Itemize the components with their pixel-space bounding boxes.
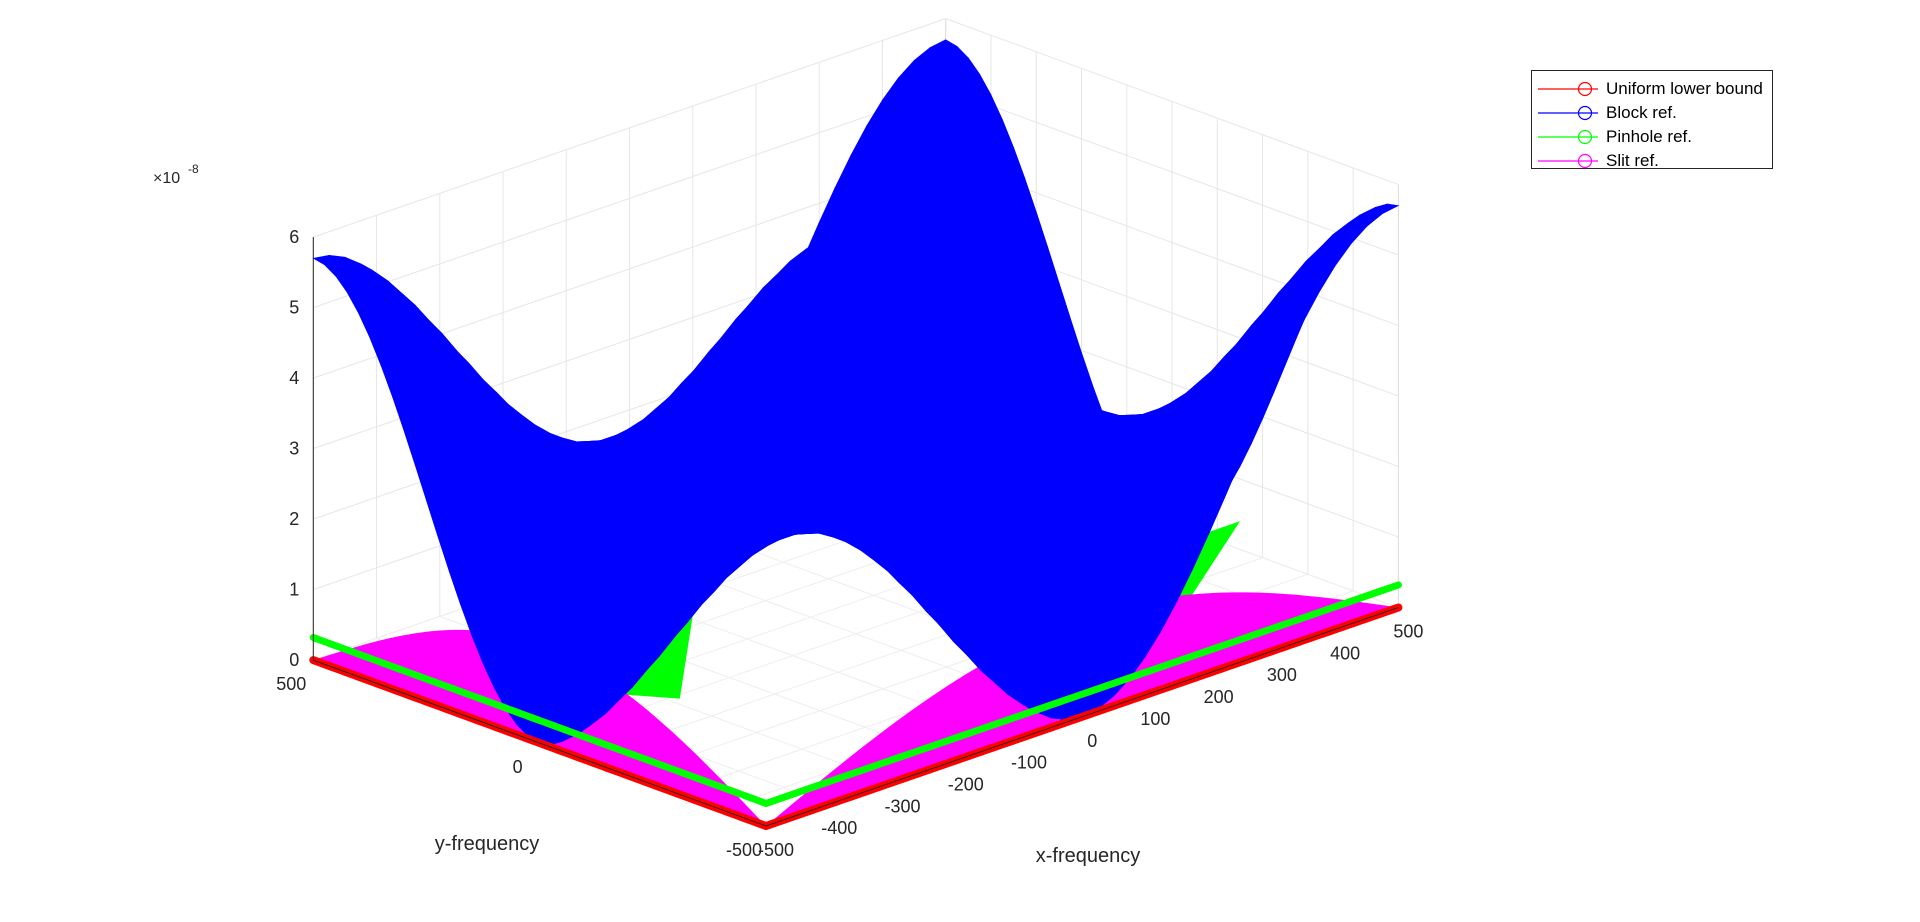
x-tick-label: 0 — [1087, 731, 1097, 751]
y-axis-line — [313, 659, 767, 827]
chart-axes — [312, 237, 1399, 827]
block-surface-cell — [929, 39, 958, 55]
y-tick-label: 0 — [513, 757, 523, 777]
z-exponent-base: ×10 — [153, 170, 180, 187]
legend-label-slit: Slit ref. — [1606, 151, 1659, 170]
y-tick-label: -500 — [726, 840, 762, 860]
legend-item-slit: Slit ref. — [1532, 149, 1772, 173]
legend-label-pinhole: Pinhole ref. — [1606, 127, 1692, 146]
pinhole-edge-x — [762, 581, 1402, 807]
z-exponent-power: -8 — [188, 162, 199, 176]
legend-swatch-uniform — [1538, 81, 1598, 97]
chart-tick-labels: -500-400-300-200-1000100200300400500-500… — [276, 227, 1423, 860]
pinhole-edge-y — [309, 634, 770, 807]
y-axis-label: y-frequency — [435, 833, 540, 855]
x-tick-label: 300 — [1267, 665, 1297, 685]
z-tick-label: 6 — [289, 227, 299, 247]
x-tick-label: 400 — [1330, 643, 1360, 663]
x-tick-label: 500 — [1393, 622, 1423, 642]
x-axis-line — [765, 607, 1399, 827]
z-tick-label: 5 — [289, 298, 299, 318]
chart-series-surfaces — [309, 39, 1403, 830]
x-tick-label: -100 — [1011, 753, 1047, 773]
legend-item-pinhole: Pinhole ref. — [1532, 125, 1772, 149]
x-tick-label: 200 — [1204, 687, 1234, 707]
legend-swatch-block — [1538, 105, 1598, 121]
z-tick-label: 0 — [289, 650, 299, 670]
block-surface — [312, 39, 1400, 746]
z-tick-label: 1 — [289, 580, 299, 600]
z-exponent-label: ×10 -8 — [153, 162, 199, 187]
legend-item-block: Block ref. — [1532, 101, 1772, 125]
legend-label-uniform: Uniform lower bound — [1606, 79, 1763, 98]
z-tick-label: 3 — [289, 439, 299, 459]
x-axis-label: x-frequency — [1036, 845, 1141, 867]
z-tick-label: 4 — [289, 368, 299, 388]
x-tick-label: -400 — [821, 818, 857, 838]
x-tick-label: -500 — [758, 840, 794, 860]
legend-label-block: Block ref. — [1606, 103, 1677, 122]
x-tick-label: 100 — [1140, 709, 1170, 729]
legend-swatch-slit — [1538, 153, 1598, 169]
x-tick-label: -300 — [884, 796, 920, 816]
z-tick-label: 2 — [289, 509, 299, 529]
y-tick-label: 500 — [276, 674, 306, 694]
legend-item-uniform: Uniform lower bound — [1532, 77, 1772, 101]
chart-legend: Uniform lower bound Block ref. Pinhole r… — [1531, 70, 1773, 170]
x-tick-label: -200 — [948, 774, 984, 794]
legend-swatch-pinhole — [1538, 129, 1598, 145]
